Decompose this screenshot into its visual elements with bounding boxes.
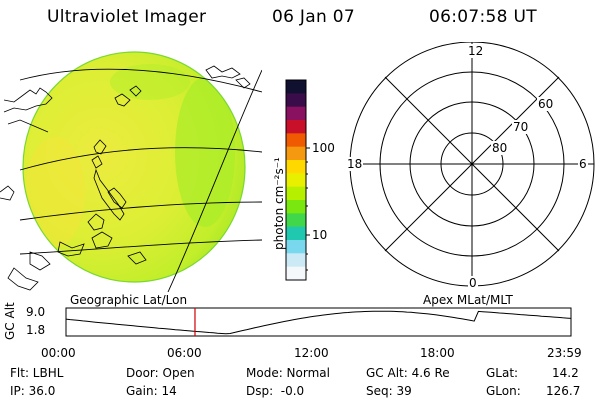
mlt-label-18: 18 [346,157,364,171]
timeline-frame [65,307,572,337]
observation-time: 06:07:58 UT [429,7,537,27]
mlat-label-80: 80 [491,141,509,155]
mlat-label-60: 60 [537,97,555,111]
gc-altitude-curve [65,310,572,335]
earth-uv-image [0,51,262,292]
glat-label: GLat: [486,366,519,380]
colorbar-cell [286,226,306,241]
colorbar-cell [286,266,306,281]
door-info: Door: Open [126,366,195,380]
dsp-info: Dsp: -0.0 [246,384,305,398]
colorbar-cell [286,160,306,174]
colorbar-cell [286,146,306,161]
colorbar-tick-100: 100 [312,141,335,155]
timeline-x-tick-1800: 18:00 [420,346,455,360]
timeline-y-tick-top: 9.0 [26,305,46,319]
mlt-label-6: 6 [578,157,588,171]
geo-grid-lines [19,68,262,292]
colorbar [285,79,310,281]
colorbar-cell [286,93,306,108]
timeline-y-axis-label: GC Alt [3,302,17,340]
ip-info: IP: 36.0 [10,384,56,398]
timeline-right-caption: Apex MLat/MLT [423,293,513,307]
timeline-x-tick-1200: 12:00 [294,346,329,360]
colorbar-cell [286,253,306,268]
mlt-label-12: 12 [467,44,485,58]
timeline-plot [65,307,572,337]
timeline-x-tick-0000: 00:00 [41,346,76,360]
instrument-title: Ultraviolet Imager [47,7,207,27]
mlat-label-70: 70 [512,120,530,134]
colorbar-cell [286,133,306,148]
colorbar-cell [286,213,306,228]
colorbar-cell [286,240,306,254]
colorbar-ticks [306,147,310,271]
coastlines [0,65,251,291]
colorbar-tick-10: 10 [312,228,328,242]
mode-info: Mode: Normal [246,366,330,380]
polar-mlat-mlt-plot [349,42,595,287]
observation-date: 06 Jan 07 [272,7,355,27]
seq-info: Seq: 39 [366,384,412,398]
timeline-x-tick-0600: 06:00 [167,346,202,360]
colorbar-cell [286,106,306,121]
colorbar-cell [286,200,306,214]
filter-info: Flt: LBHL [10,366,64,380]
timeline-y-tick-bottom: 1.8 [26,323,46,337]
gc-alt-info: GC Alt: 4.6 Re [366,366,450,380]
colorbar-cell [286,80,306,94]
colorbar-cell [286,120,306,134]
gain-info: Gain: 14 [126,384,177,398]
glon-label: GLon: [486,384,521,398]
timeline-x-tick-2359: 23:59 [547,346,582,360]
colorbar-cell [286,186,306,201]
mlt-label-0: 0 [468,276,478,290]
glon-value: 126.7 [546,384,581,398]
timeline-left-caption: Geographic Lat/Lon [70,293,188,307]
colorbar-cell [286,173,306,188]
glat-value: 14.2 [552,366,579,380]
